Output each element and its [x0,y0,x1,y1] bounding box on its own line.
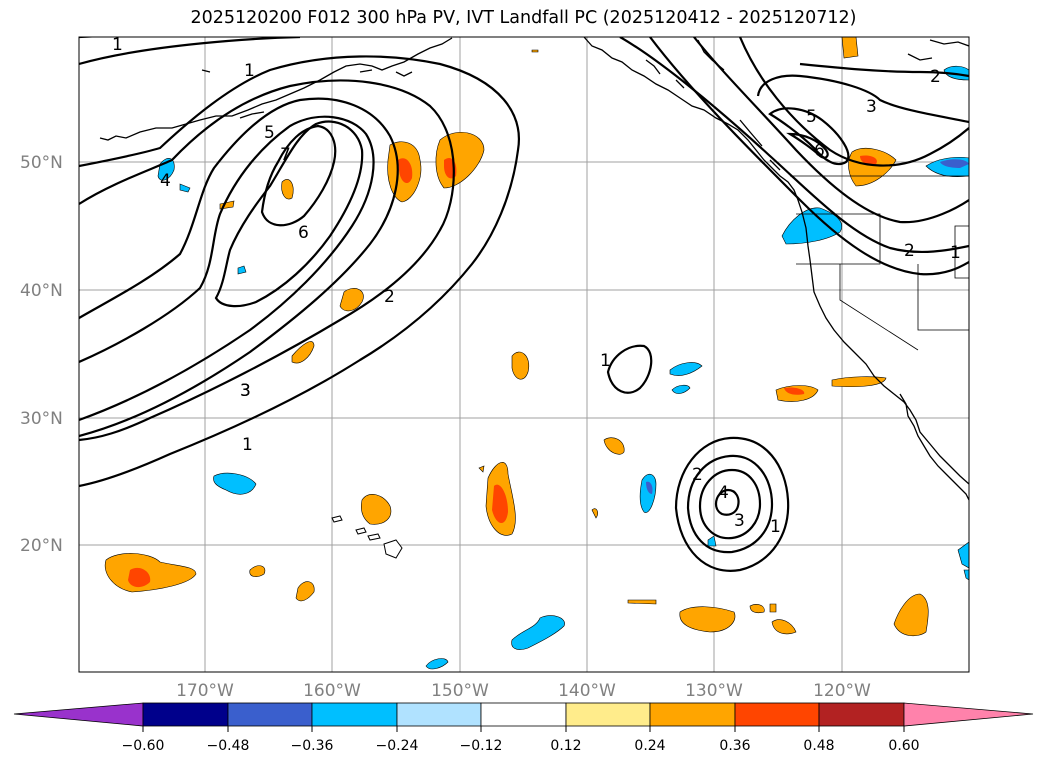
contour-label: 6 [298,223,309,243]
contour-label: 1 [112,35,123,55]
colorbar-segment [142,702,229,727]
lat-label-50n: 50°N [20,153,63,173]
colorbar-tick-label: 0.24 [634,738,665,754]
contour-label: 1 [600,351,611,371]
colorbar-tick-label: −0.48 [207,738,250,754]
colorbar-tick-label: 0.48 [803,738,834,754]
contour-label: 4 [160,171,171,191]
lon-label-160w: 160°W [303,681,361,701]
colorbar-segment [649,702,736,727]
contour-label: 6 [814,141,825,161]
colorbar-segment [396,702,482,727]
colorbar [13,702,1034,727]
plot-frame [78,36,970,673]
colorbar-ticks [142,726,905,732]
political-boundaries [790,175,969,351]
contour-label: 4 [718,483,729,503]
contour-label: 2 [904,241,915,261]
colorbar-segment [480,702,567,727]
contour-label: 5 [264,123,275,143]
contour-label: 3 [866,97,877,117]
colorbar-segment [565,702,651,727]
colorbar-tick-label: 0.12 [550,738,581,754]
contour-label: 1 [244,61,255,81]
colorbar-segment [311,702,398,727]
lon-label-120w: 120°W [813,681,871,701]
contour-label: 1 [950,243,961,263]
map-title: 2025120200 F012 300 hPa PV, IVT Landfall… [190,8,857,28]
colorbar-extend-high [903,702,1034,727]
lon-label-150w: 150°W [431,681,489,701]
colorbar-segment [227,702,313,727]
contour-label: 3 [240,381,251,401]
contour-label: 3 [734,511,745,531]
colorbar-tick-label: 0.36 [719,738,750,754]
contour-lines [79,37,969,572]
lon-label-170w: 170°W [176,681,234,701]
lon-label-130w: 130°W [685,681,743,701]
contour-label: 2 [384,287,395,307]
colorbar-tick-label: −0.60 [122,738,165,754]
coastlines [99,37,969,501]
contour-label: 1 [242,435,253,455]
colorbar-segment [818,702,905,727]
hawaii-islands [331,515,403,559]
colorbar-extend-low [13,702,144,727]
lat-label-20n: 20°N [20,536,63,556]
colorbar-tick-labels: −0.60 −0.48 −0.36 −0.24 −0.12 0.12 0.24 … [122,738,920,754]
colorbar-tick-label: 0.60 [888,738,919,754]
contour-label: 7 [280,145,291,165]
colorbar-tick-label: −0.12 [460,738,503,754]
colorbar-segment [734,702,820,727]
lat-label-30n: 30°N [20,409,63,429]
contour-label: 2 [930,67,941,87]
lat-label-40n: 40°N [20,281,63,301]
contour-label: 5 [806,107,817,127]
colorbar-tick-label: −0.36 [291,738,334,754]
gridlines [79,37,969,672]
contour-label: 3 [240,381,251,401]
contour-label-group: 1 1 3 5 7 6 4 2 3 1 1 2 3 4 1 5 6 2 3 2 … [112,35,961,537]
colorbar-tick-label: −0.24 [376,738,419,754]
lon-label-140w: 140°W [558,681,616,701]
contour-label: 1 [770,517,781,537]
longitude-labels: 170°W 160°W 150°W 140°W 130°W 120°W [176,681,871,701]
contour-label: 2 [692,465,703,485]
latitude-labels: 50°N 40°N 30°N 20°N [20,153,63,556]
